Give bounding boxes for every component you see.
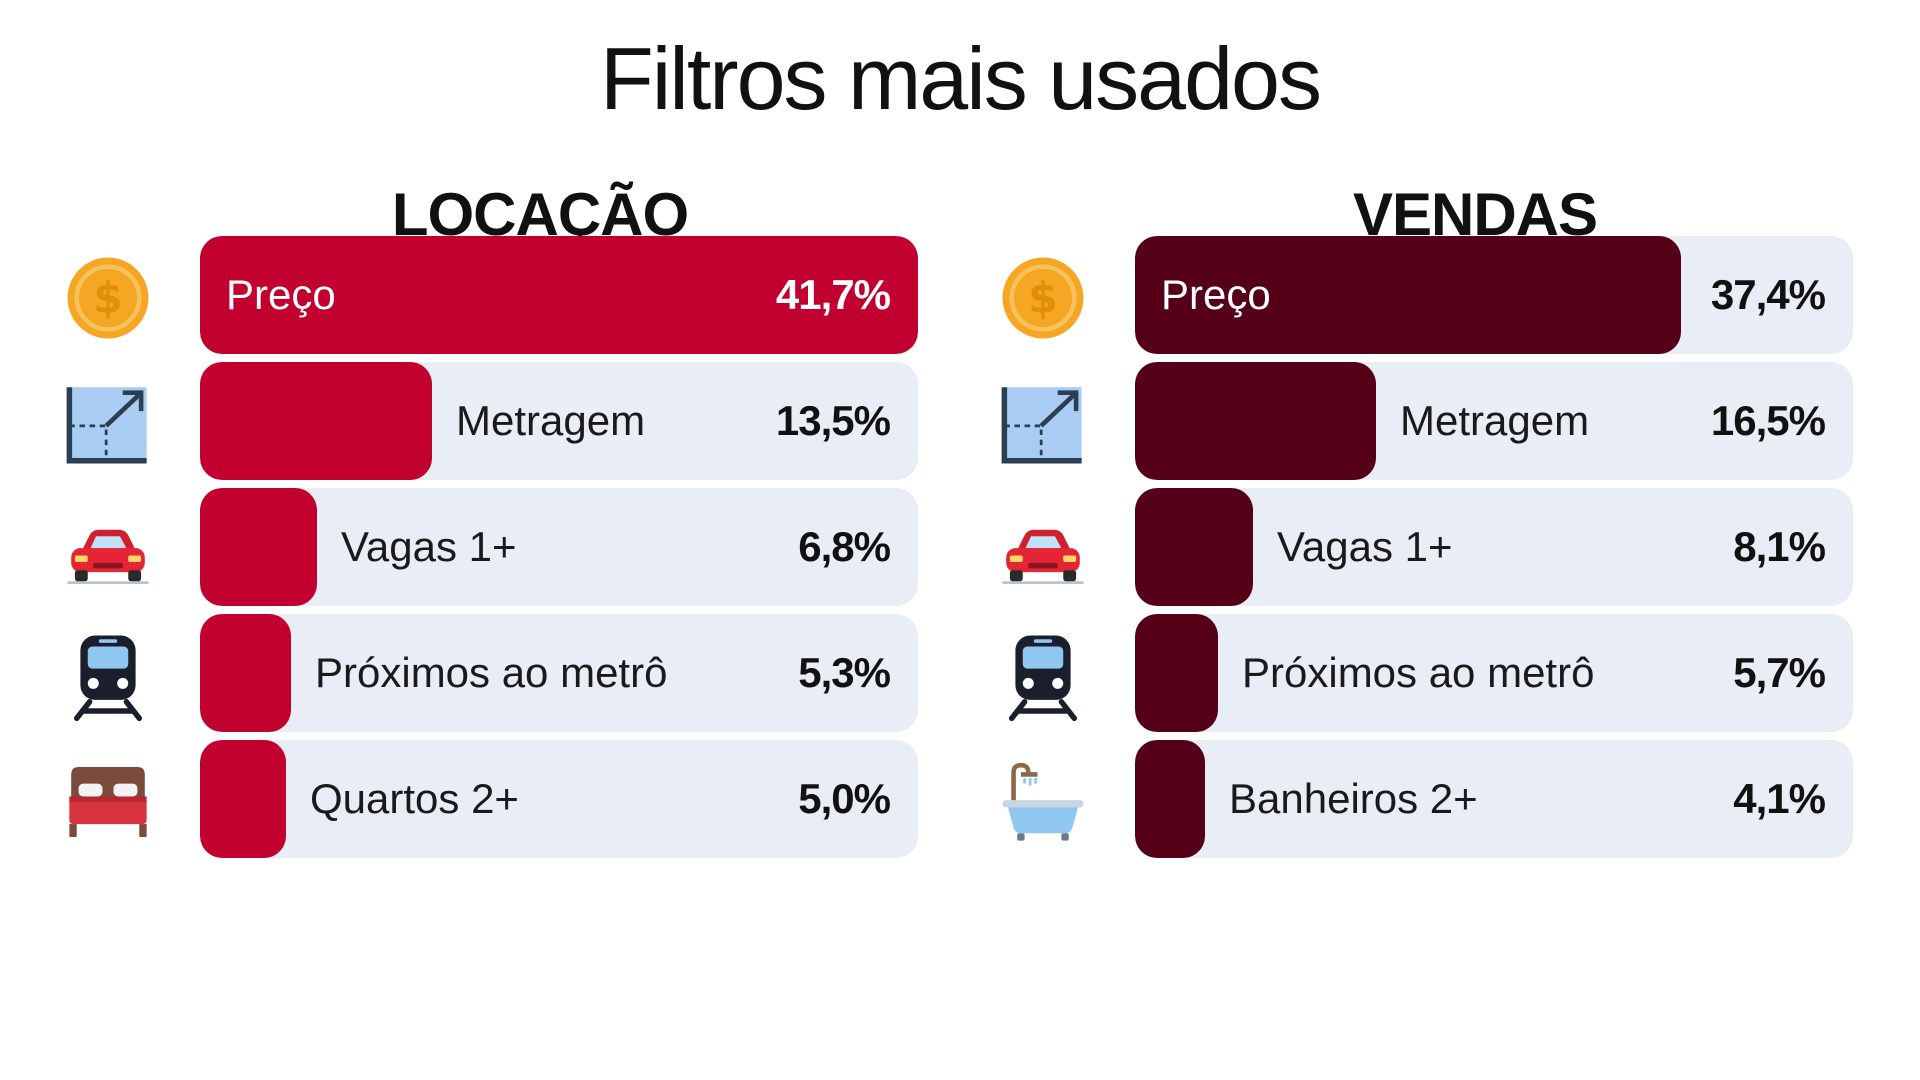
bar-track: Banheiros 2+ 4,1% (1135, 740, 1853, 858)
panel-vendas: VENDAS $ Preço 37,4% Metragem 16,5% Vagas 1+ 8… (995, 180, 1895, 1040)
bar-track: Preço 41,7% (200, 236, 918, 354)
bathtub-icon (995, 754, 1091, 850)
bar-track: Metragem 16,5% (1135, 362, 1853, 480)
bar-category-label: Quartos 2+ (310, 775, 519, 822)
bar-value-label: 41,7% (775, 271, 891, 318)
bar (200, 236, 918, 354)
bar-row: Vagas 1+ 8,1% (995, 488, 1895, 606)
panel-locacao: LOCAÇÃO $ Preço 41,7% Metragem 13,5% Vagas 1+… (60, 180, 960, 1040)
bar-value-label: 37,4% (1710, 271, 1826, 318)
bar-track: Quartos 2+ 5,0% (200, 740, 918, 858)
bar (200, 488, 317, 606)
bar-category-label: Metragem (1400, 397, 1590, 444)
bar-category-label: Banheiros 2+ (1229, 775, 1478, 822)
bar-track: Próximos ao metrô 5,3% (200, 614, 918, 732)
bar-row: Próximos ao metrô 5,7% (995, 614, 1895, 732)
bar-row: Próximos ao metrô 5,3% (60, 614, 960, 732)
bar-track: Metragem 13,5% (200, 362, 918, 480)
bar-row: $ Preço 37,4% (995, 236, 1895, 354)
bar-value-label: 5,0% (798, 775, 891, 822)
bed-icon (60, 754, 156, 850)
car-icon (995, 502, 1091, 598)
coin-icon: $ (60, 250, 156, 346)
area-icon (60, 376, 156, 472)
svg-text:$: $ (1028, 274, 1057, 323)
bar-track: Vagas 1+ 8,1% (1135, 488, 1853, 606)
chart-title: Filtros mais usados (599, 29, 1322, 128)
bar (200, 740, 286, 858)
bar (1135, 236, 1681, 354)
bar-track: Preço 37,4% (1135, 236, 1853, 354)
bar-category-label: Preço (226, 271, 336, 318)
bar-category-label: Próximos ao metrô (315, 649, 668, 696)
bar-category-label: Preço (1161, 271, 1271, 318)
bar-row: $ Preço 41,7% (60, 236, 960, 354)
coin-icon: $ (995, 250, 1091, 346)
bar-row: Vagas 1+ 6,8% (60, 488, 960, 606)
bar-category-label: Metragem (456, 397, 646, 444)
bar-track: Vagas 1+ 6,8% (200, 488, 918, 606)
train-icon (995, 628, 1091, 724)
bar-row: Quartos 2+ 5,0% (60, 740, 960, 858)
bar-value-label: 13,5% (775, 397, 891, 444)
car-icon (60, 502, 156, 598)
bar-value-label: 8,1% (1733, 523, 1826, 570)
bar-value-label: 16,5% (1710, 397, 1826, 444)
bar (1135, 362, 1376, 480)
bar-category-label: Próximos ao metrô (1242, 649, 1595, 696)
bar (200, 614, 291, 732)
bar-track: Próximos ao metrô 5,7% (1135, 614, 1853, 732)
bar-value-label: 5,3% (798, 649, 891, 696)
bar (1135, 740, 1205, 858)
bar-value-label: 5,7% (1733, 649, 1826, 696)
train-icon (60, 628, 156, 724)
bar (1135, 488, 1253, 606)
bar (200, 362, 432, 480)
bar-row: Metragem 13,5% (60, 362, 960, 480)
bar-row: Metragem 16,5% (995, 362, 1895, 480)
bar-value-label: 4,1% (1733, 775, 1826, 822)
area-icon (995, 376, 1091, 472)
bar-category-label: Vagas 1+ (341, 523, 517, 570)
bar (1135, 614, 1218, 732)
bar-category-label: Vagas 1+ (1277, 523, 1453, 570)
bar-value-label: 6,8% (798, 523, 891, 570)
bar-row: Banheiros 2+ 4,1% (995, 740, 1895, 858)
svg-text:$: $ (93, 274, 122, 323)
